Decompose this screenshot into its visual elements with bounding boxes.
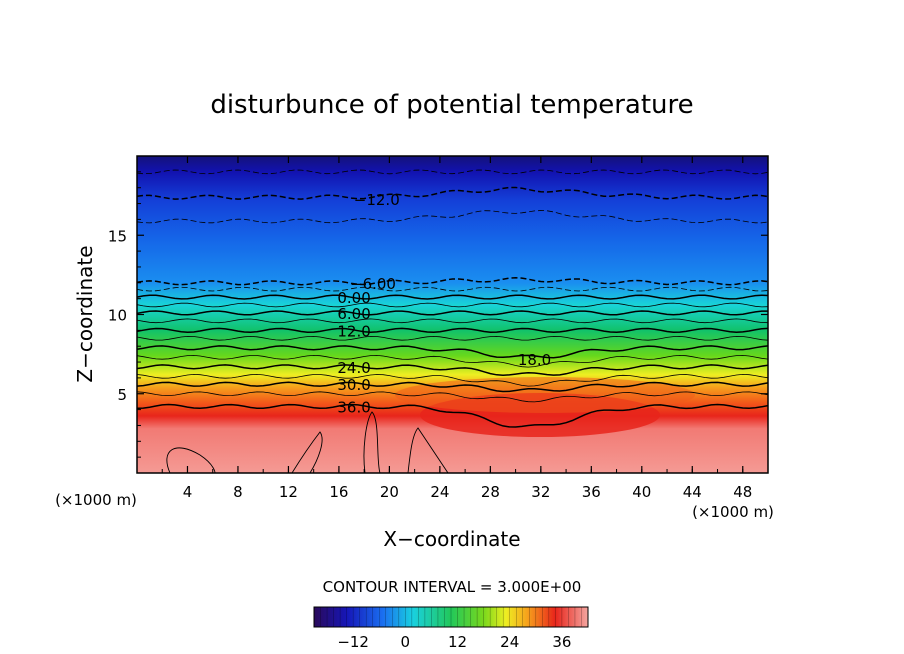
x-tick-label: 36	[582, 483, 601, 501]
contour-line	[137, 276, 768, 286]
x-axis-label: X−coordinate	[383, 527, 520, 551]
contour-label: 36.0	[337, 398, 370, 416]
contour-label: −6.00	[350, 275, 396, 293]
contour-label: 30.0	[337, 376, 370, 394]
colorbar-tick-label: 12	[448, 633, 467, 651]
contour-line	[363, 411, 381, 473]
contour-label: 12.0	[337, 322, 370, 340]
contour-line	[137, 373, 768, 387]
contour-line	[137, 335, 768, 341]
contour-line	[137, 354, 768, 368]
x-tick-label: 8	[233, 483, 243, 501]
y-tick-label: 15	[108, 227, 127, 245]
x-tick-label: 4	[183, 483, 193, 501]
x-tick-label: 24	[430, 483, 449, 501]
x-tick-label: 16	[329, 483, 348, 501]
contour-line	[137, 391, 768, 403]
colorbar-tick-label: 36	[552, 633, 571, 651]
contour-line	[137, 186, 768, 200]
contour-line	[137, 210, 768, 224]
contour-line	[137, 318, 768, 324]
contour-label: 18.0	[518, 351, 551, 369]
contour-label: 24.0	[337, 359, 370, 377]
contour-line	[137, 310, 768, 316]
chart-title: disturbunce of potential temperature	[210, 90, 693, 120]
contour-line	[407, 427, 449, 473]
contour-label: 6.00	[337, 305, 370, 323]
contour-line	[137, 345, 768, 359]
x-tick-label: 12	[279, 483, 298, 501]
x-tick-label: 40	[632, 483, 651, 501]
x-tick-label: 28	[481, 483, 500, 501]
colorbar-tick-label: 0	[401, 633, 411, 651]
colorbar-tick-label: −12	[337, 633, 369, 651]
colorbar: −12 0 12 24 36	[313, 606, 589, 651]
y-tick-label: 5	[117, 386, 127, 404]
x-unit-right: (×1000 m)	[692, 503, 774, 521]
x-tick-label: 32	[531, 483, 550, 501]
contour-label: 0.00	[337, 289, 370, 307]
x-tick-label: 20	[380, 483, 399, 501]
y-axis-ticks: 5 10 15	[108, 171, 768, 458]
contour-line	[137, 294, 768, 300]
y-tick-label: 10	[108, 307, 127, 325]
contour-interval: CONTOUR INTERVAL = 3.000E+00	[323, 578, 582, 596]
x-unit-left: (×1000 m)	[55, 491, 137, 509]
contour-lines	[137, 169, 768, 473]
contour-line	[137, 364, 768, 377]
contour-line	[137, 169, 768, 175]
contour-line	[291, 431, 323, 473]
y-axis-label: Z−coordinate	[73, 245, 97, 382]
x-axis-ticks: 4 8 12 16 20 24 28 32 36 40 44 48	[161, 156, 752, 501]
contour-line	[137, 403, 768, 428]
colorbar-tick-label: 24	[500, 633, 519, 651]
contour-label: −12.0	[354, 191, 400, 209]
contour-line	[137, 286, 768, 292]
contour-line	[137, 302, 768, 308]
contour-line	[137, 381, 768, 393]
contour-line	[137, 327, 768, 333]
x-tick-label: 44	[683, 483, 702, 501]
contour-line	[166, 447, 216, 473]
x-tick-label: 48	[733, 483, 752, 501]
